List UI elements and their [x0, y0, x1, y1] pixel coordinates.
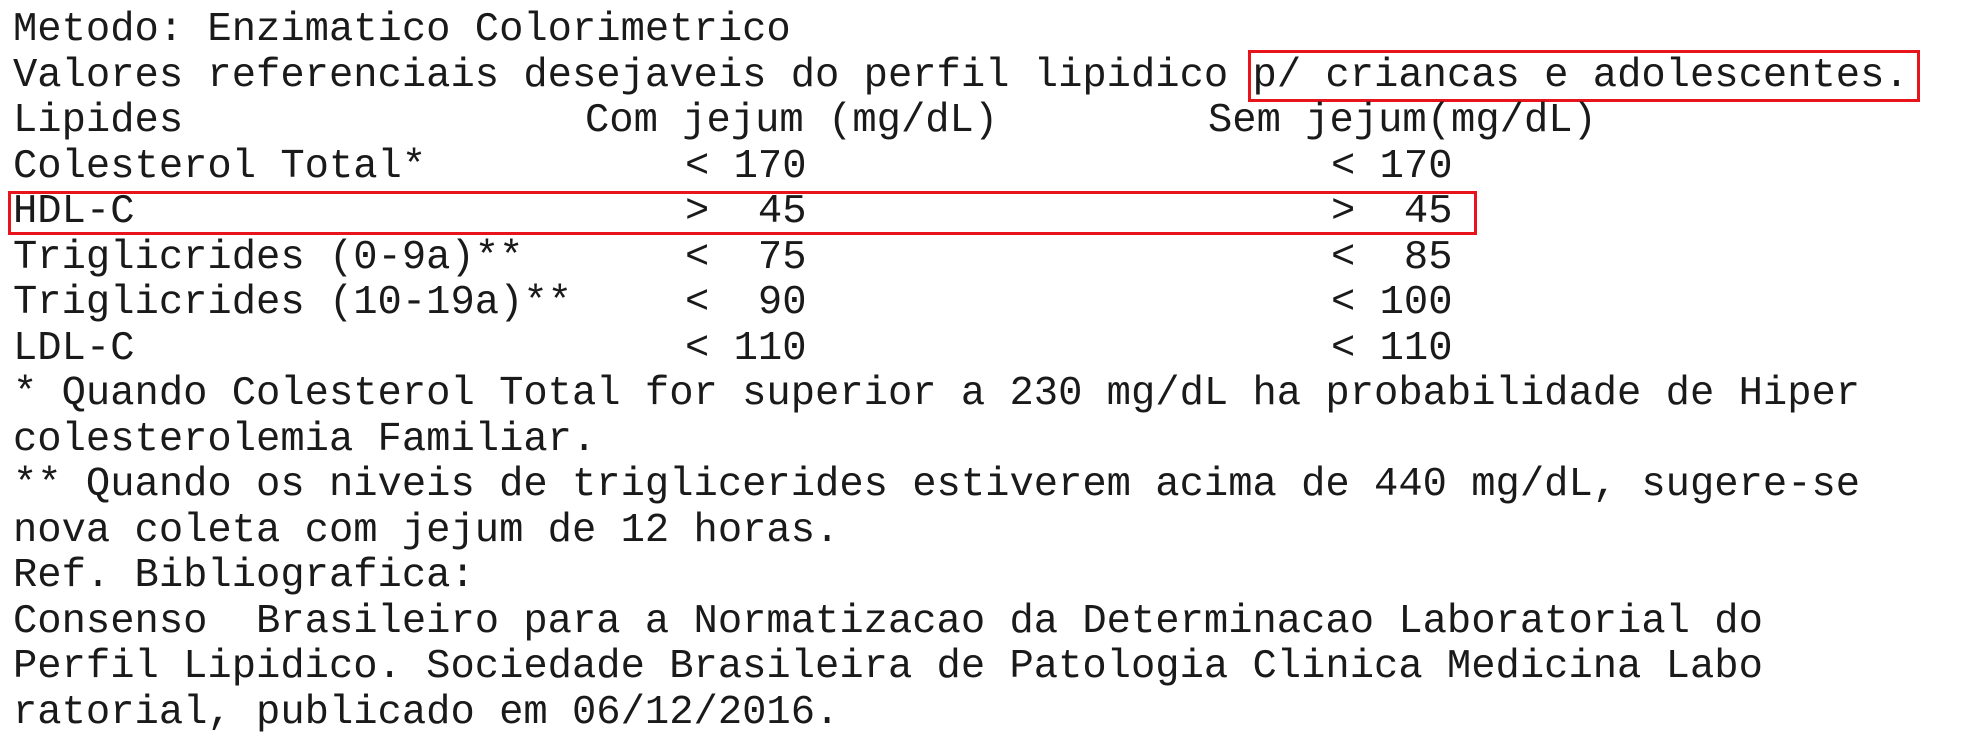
- row-name: LDL-C: [13, 325, 135, 372]
- bibliography-line: ratorial, publicado em 06/12/2016.: [13, 689, 840, 736]
- row-non-fasting-value: > 45: [1331, 189, 1453, 235]
- note-line: * Quando Colesterol Total for superior a…: [13, 371, 1861, 417]
- row-name: Triglicrides (10-19a)**: [13, 280, 572, 326]
- row-fasting-value: < 90: [685, 280, 807, 326]
- lab-report-document: Metodo: Enzimatico Colorimetrico Valores…: [8, 7, 1920, 736]
- note-line: colesterolemia Familiar.: [13, 416, 597, 463]
- table-header-row: Lipides Com jejum (mg/dL) Sem jejum(mg/d…: [13, 98, 1917, 145]
- method-line: Metodo: Enzimatico Colorimetrico: [13, 7, 791, 53]
- bibliography-label: Ref. Bibliografica:: [13, 553, 475, 599]
- header-sem-jejum: Sem jejum(mg/dL): [1208, 98, 1597, 144]
- row-name: HDL-C: [13, 189, 135, 235]
- table-row: Triglicrides (0-9a)** < 75 < 85: [13, 234, 1917, 282]
- table-row: LDL-C < 110 < 110: [13, 325, 1917, 373]
- row-fasting-value: > 45: [685, 189, 807, 235]
- row-name: Triglicrides (0-9a)**: [13, 234, 524, 281]
- row-non-fasting-value: < 170: [1331, 143, 1453, 190]
- row-non-fasting-value: < 100: [1331, 280, 1453, 326]
- row-fasting-value: < 110: [685, 325, 807, 372]
- header-com-jejum: Com jejum (mg/dL): [585, 98, 999, 144]
- note-line: ** Quando os niveis de triglicerides est…: [13, 462, 1861, 508]
- table-row-highlighted: HDL-C > 45 > 45: [8, 189, 1917, 236]
- row-name: Colesterol Total*: [13, 143, 427, 190]
- reference-prefix: Valores referenciais desejaveis do perfi…: [13, 52, 1253, 99]
- table-row: Triglicrides (10-19a)** < 90 < 100: [13, 280, 1917, 327]
- row-non-fasting-value: < 85: [1331, 234, 1453, 281]
- row-fasting-value: < 75: [685, 234, 807, 281]
- header-lipides: Lipides: [13, 98, 184, 144]
- bibliography-line: Consenso Brasileiro para a Normatizacao …: [13, 598, 1763, 645]
- reference-line: Valores referenciais desejaveis do perfi…: [13, 49, 1920, 102]
- reference-highlight: p/ criancas e adolescentes.: [1247, 49, 1920, 102]
- table-row: Colesterol Total* < 170 < 170: [13, 143, 1917, 191]
- bibliography-line: Perfil Lipidico. Sociedade Brasileira de…: [13, 644, 1763, 690]
- note-line: nova coleta com jejum de 12 horas.: [13, 507, 840, 554]
- row-non-fasting-value: < 110: [1331, 325, 1453, 372]
- row-fasting-value: < 170: [685, 143, 807, 190]
